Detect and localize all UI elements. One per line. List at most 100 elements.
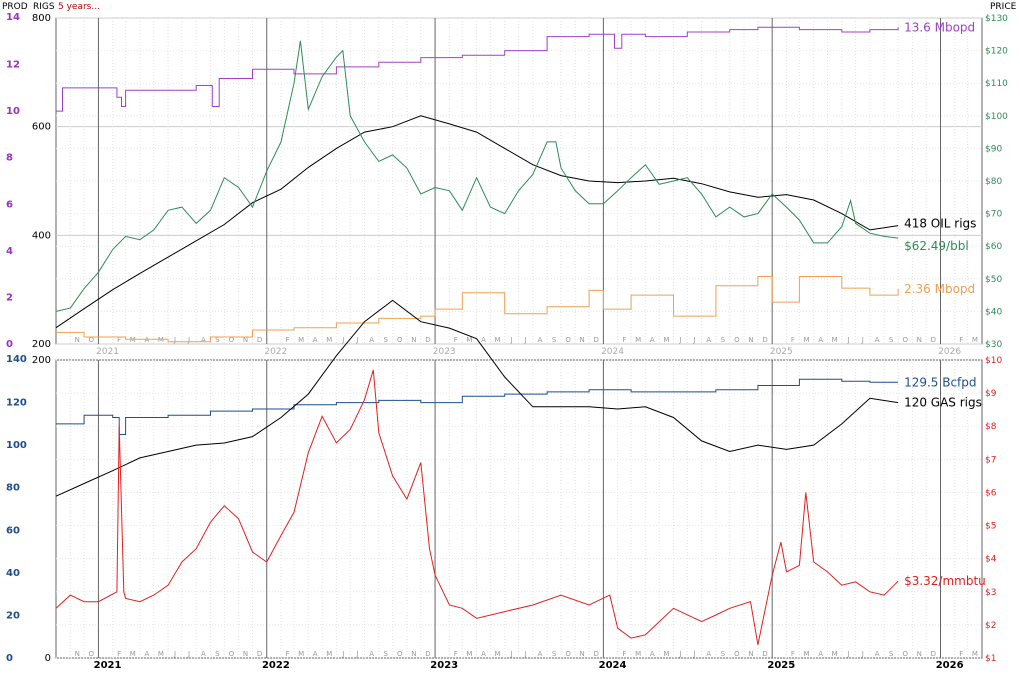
price-axis-tick-label: $10 — [985, 356, 1002, 366]
year-tick-label: 2021 — [94, 660, 122, 671]
month-tick-label: O — [565, 650, 571, 658]
month-tick-label: S — [552, 336, 557, 344]
month-tick-label: A — [875, 650, 880, 658]
rigs-axis-tick-label: 0 — [45, 653, 51, 664]
rigs-axis-title: RIGS — [33, 2, 55, 12]
month-tick-label: F — [791, 650, 795, 658]
year-tick-labels: 2021 2022 2023 2024 2025 2026 — [94, 660, 964, 671]
prod-axis-tick-label: 8 — [6, 153, 13, 164]
rigs-axis-tick-label: 800 — [32, 13, 51, 24]
price-axis-tick-label: $80 — [985, 177, 1002, 187]
month-tick-label: S — [215, 336, 220, 344]
month-tick-label: A — [144, 650, 149, 658]
month-tick-label: J — [173, 650, 176, 658]
month-tick-label: M — [663, 650, 669, 658]
month-tick-label: A — [538, 336, 543, 344]
month-tick-label: A — [313, 336, 318, 344]
month-tick-label: O — [902, 336, 908, 344]
month-tick-label: J — [678, 336, 681, 344]
price-axis: $30 $40 $50 $60 $70 $80 $90 $100 $110 $120 $130 — [985, 14, 1008, 350]
prod-axis-tick-label: 6 — [6, 199, 13, 210]
gridlines — [56, 359, 982, 659]
month-tick-label: A — [706, 336, 711, 344]
prod-axis-tick-label: 2 — [6, 292, 13, 303]
price-axis-tick-label: $120 — [985, 47, 1008, 57]
month-tick-label: A — [818, 650, 823, 658]
month-tick-label: M — [326, 650, 332, 658]
month-tick-label: N — [580, 336, 585, 344]
month-tick-label: A — [201, 336, 206, 344]
month-tick-label: M — [130, 336, 136, 344]
year-tick-label: 2026 — [938, 347, 961, 357]
month-tick-label: J — [510, 336, 513, 344]
month-tick-label: J — [173, 336, 176, 344]
month-tick-label: A — [818, 336, 823, 344]
month-tick-label: S — [552, 650, 557, 658]
month-tick-label: F — [117, 650, 121, 658]
month-tick-label: F — [285, 650, 289, 658]
series-label-gas-rigs: 120 GAS rigs — [904, 396, 982, 410]
month-tick-label: J — [187, 336, 190, 344]
price-axis-tick-label: $2 — [985, 621, 996, 631]
series-line-oil-production — [56, 26, 899, 112]
month-tick-label: M — [298, 650, 304, 658]
month-tick-label: A — [369, 650, 374, 658]
month-tick-label: M — [804, 336, 810, 344]
month-tick-label: O — [229, 336, 235, 344]
month-tick-label: M — [298, 336, 304, 344]
series-line-gas-production — [56, 378, 899, 435]
prod-axis-tick-label: 10 — [6, 106, 20, 117]
price-axis-tick-label: $100 — [985, 112, 1008, 122]
month-tick-label: F — [454, 336, 458, 344]
series-group: 129.5 Bcfpd 120 GAS rigs $3.32/mmbtu — [55, 299, 986, 645]
series-line-oil-price — [55, 40, 899, 312]
month-tick-label: M — [635, 336, 641, 344]
month-tick-label: N — [411, 336, 416, 344]
month-tick-label: F — [791, 336, 795, 344]
prod-axis-tick-label: 120 — [6, 398, 27, 409]
month-tick-label: S — [215, 650, 220, 658]
prod-axis-tick-label: 0 — [6, 339, 13, 350]
month-tick-label: D — [425, 336, 430, 344]
price-axis-tick-label: $5 — [985, 522, 996, 532]
month-tick-label: O — [229, 650, 235, 658]
month-tick-label: D — [931, 650, 936, 658]
month-tick-label: M — [832, 336, 838, 344]
month-tick-label: M — [972, 650, 978, 658]
month-tick-label: J — [355, 650, 358, 658]
month-tick-label: J — [355, 336, 358, 344]
month-tick-label: A — [481, 336, 486, 344]
year-tick-labels: 2021 2022 2023 2024 2025 2026 — [96, 347, 961, 357]
year-tick-label: 2024 — [599, 660, 627, 671]
rigs-axis-tick-label: 400 — [32, 230, 51, 241]
month-tick-label: O — [734, 336, 740, 344]
month-tick-label: D — [425, 650, 430, 658]
price-axis-tick-label: $50 — [985, 275, 1002, 285]
month-tick-label: D — [762, 650, 767, 658]
month-tick-label: J — [524, 336, 527, 344]
month-tick-label: N — [243, 336, 248, 344]
series-label-oil-production: 13.6 Mbopd — [904, 20, 975, 34]
month-tick-label: N — [917, 336, 922, 344]
month-tick-label: J — [524, 650, 527, 658]
month-tick-label: J — [678, 650, 681, 658]
month-tick-label: J — [861, 336, 864, 344]
month-tick-label: N — [75, 336, 80, 344]
prod-axis-tick-label: 0 — [6, 653, 13, 664]
month-tick-label: O — [89, 650, 95, 658]
month-tick-label: N — [748, 336, 753, 344]
year-tick-label: 2025 — [767, 660, 795, 671]
plot-frame — [55, 359, 983, 659]
month-tick-label: N — [243, 650, 248, 658]
month-tick-label: O — [397, 650, 403, 658]
month-tick-label: N — [75, 650, 80, 658]
prod-axis-tick-label: 80 — [6, 483, 20, 494]
price-axis-tick-label: $90 — [985, 144, 1002, 154]
month-tick-label: J — [187, 650, 190, 658]
month-tick-label: M — [466, 650, 472, 658]
prod-axis-tick-label: 40 — [6, 568, 20, 579]
price-axis-tick-label: $8 — [985, 422, 997, 432]
price-axis-tick-label: $1 — [985, 654, 996, 664]
series-label-oil-price: $62.49/bbl — [904, 239, 969, 253]
